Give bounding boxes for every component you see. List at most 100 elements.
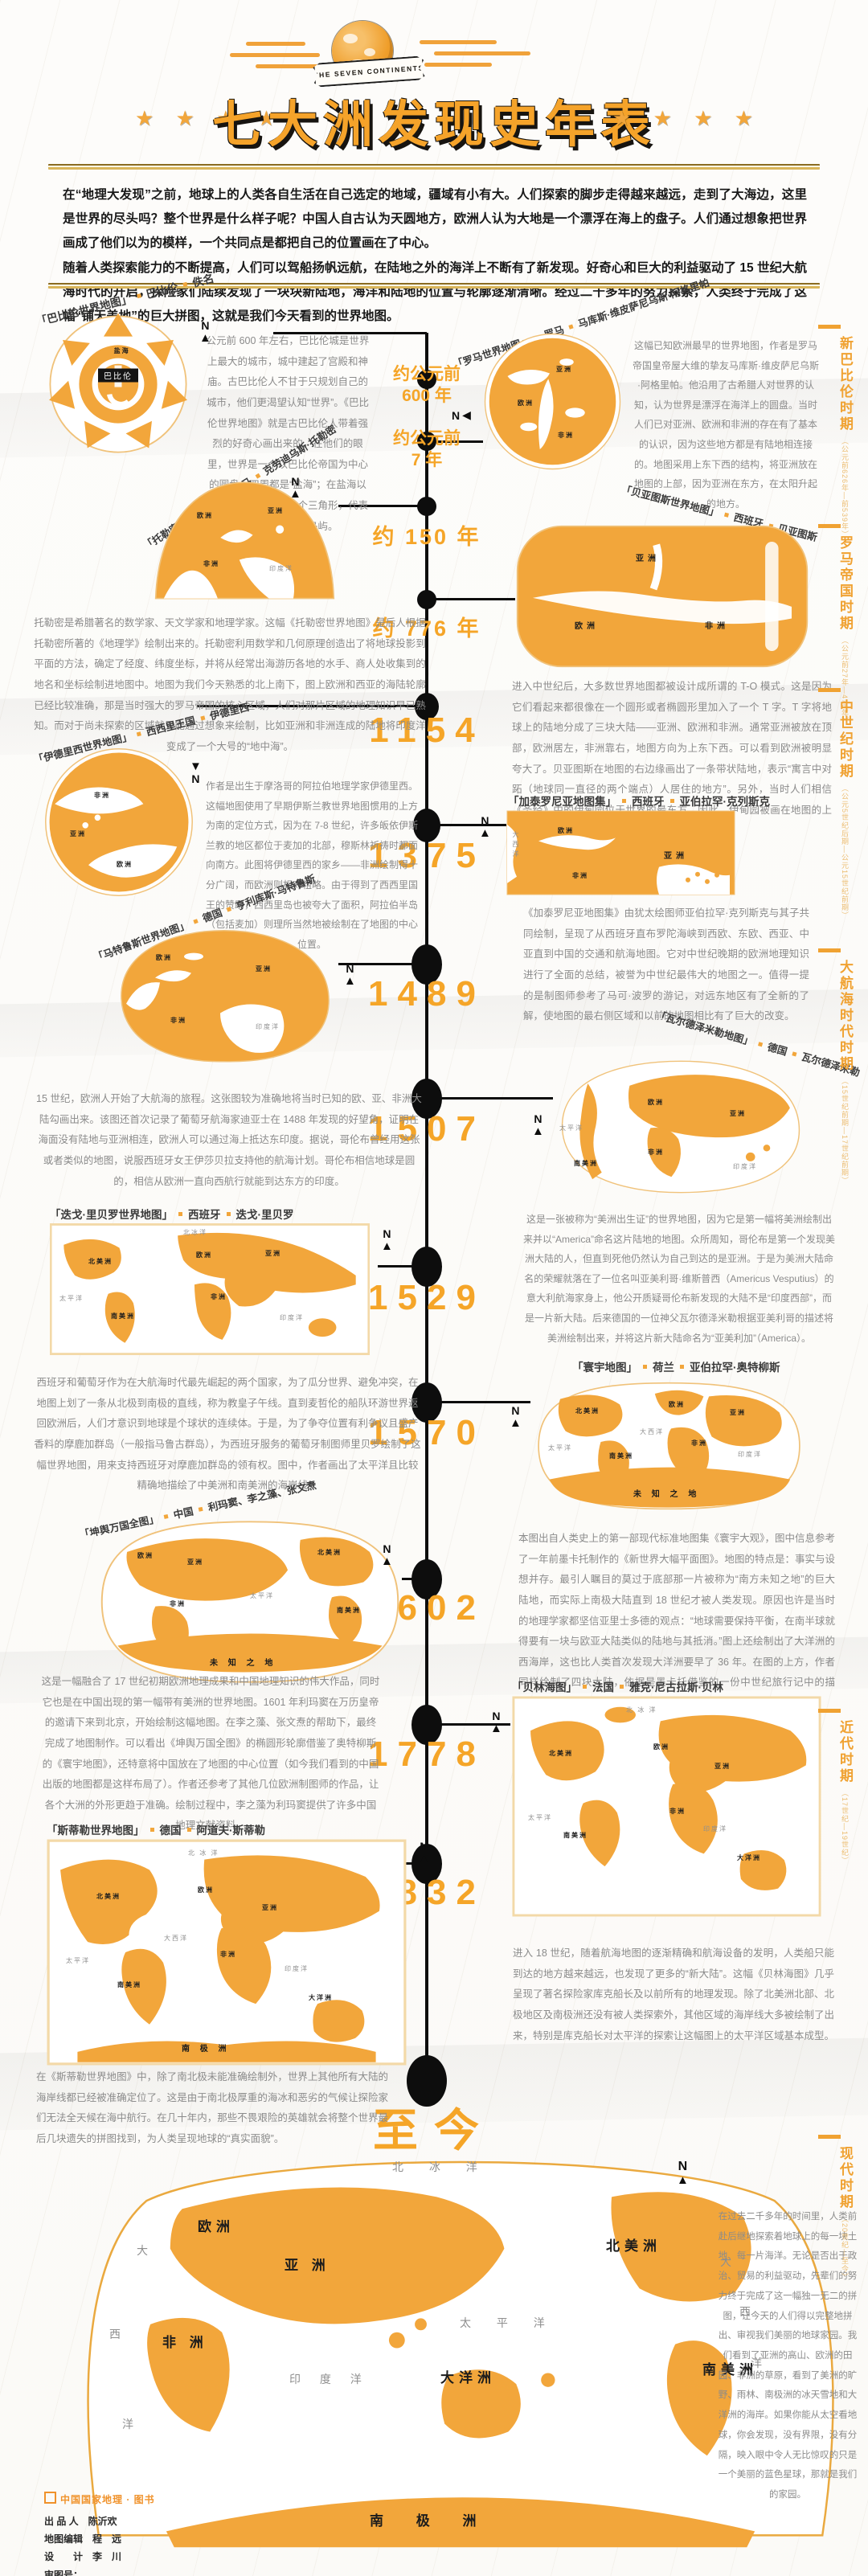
bullet-icon (136, 731, 141, 737)
era-bar (818, 1709, 841, 1713)
map-label: 南美洲 (337, 1607, 361, 1614)
map-label: 非洲 (691, 1440, 707, 1447)
bullet-icon (758, 1041, 764, 1047)
gold-rule-bottom (48, 283, 820, 289)
map-label: 南美洲 (574, 1160, 598, 1167)
date-1154: 1154 (369, 711, 485, 750)
map-ribero: 北冰洋 北美洲 欧洲 亚洲 非洲 南美洲 太平洋 印度洋 (50, 1223, 370, 1355)
map-label: 非洲 (572, 872, 588, 879)
map-label: 印度洋 (733, 1163, 757, 1170)
map-label: 欧洲 (575, 622, 599, 631)
map-label: 大洋洲 (440, 2370, 496, 2386)
speedline-icon (424, 63, 492, 67)
map-label: 亚洲 (714, 1763, 731, 1770)
map-label: 南美洲 (563, 1832, 588, 1839)
map-label: 未 知 之 地 (633, 1490, 701, 1499)
timeline-dot (417, 590, 436, 609)
compass-icon: N ▲ (532, 1112, 544, 1138)
timeline-connector (428, 1723, 510, 1726)
map-label: 欧洲 (653, 1743, 669, 1751)
map-label: 南 极 洲 (370, 2513, 491, 2529)
bullet-icon (680, 1365, 684, 1370)
map-label: 西 (109, 2328, 121, 2341)
era-bar (818, 2135, 841, 2139)
timeline-dot (411, 1844, 442, 1884)
page-title: 七大洲发现史年表 (211, 97, 656, 153)
era-label-neo-babylon: 新巴比伦时期（公元前626年—前539年） (837, 336, 853, 539)
map-babylon: 巴比伦 盐海 (46, 312, 190, 457)
map-label: 北美洲 (549, 1750, 573, 1757)
map-label: 南美洲 (111, 1313, 135, 1320)
map-label: 非 洲 (162, 2335, 208, 2350)
bullet-icon (620, 1685, 624, 1689)
map-label: 北冰洋 (183, 1229, 207, 1236)
section-text-idrisi: 作者是出生于摩洛哥的阿拉伯地理学家伊德里西。这幅地图使用了早期伊斯兰教世界地图惯… (205, 780, 418, 950)
era-label-roman-empire: 罗马帝国时期（公元前27年—476年） (837, 535, 853, 726)
map-label: 太 平 洋 (460, 2316, 556, 2329)
map-label: 印度洋 (703, 1825, 727, 1833)
compass-icon: N ▲ (344, 962, 356, 988)
map-label: 洋 (751, 2357, 762, 2369)
speedline-icon (230, 53, 320, 57)
map-label: 太平洋 (548, 1444, 572, 1452)
era-bar (818, 688, 841, 692)
compass-icon: ▼ N (190, 760, 202, 785)
publisher-logo: 中国国家地理 · 图书 (44, 2492, 155, 2506)
intro-text: 在“地理大发现”之前，地球上的人类各自生活在自己选定的地域，疆域有小有大。人们探… (63, 183, 807, 329)
map-label: 巴比伦 (98, 368, 138, 383)
map-label: 亚 洲 (285, 2258, 330, 2273)
era-bar (818, 325, 841, 329)
map-label: 欧洲 (197, 512, 213, 519)
map-label: 印度洋 (280, 1314, 304, 1321)
map-label: 南美洲 (702, 2362, 758, 2377)
compass-icon: N ▲ (199, 319, 211, 345)
era-label-age-of-discovery: 大航海时代时期（15世纪前期—17世纪前期） (837, 960, 853, 1186)
map-label: 亚洲 (268, 507, 284, 514)
timeline-dot (411, 1247, 442, 1287)
map-label: 未 知 之 地 (210, 1659, 277, 1668)
map-label: 北美洲 (317, 1549, 342, 1556)
map-stieler: 北 冰 洋 北美洲 欧洲 亚洲 非洲 南美洲 大洋洲 南 极 洲 太平洋 印度洋… (47, 1839, 407, 2066)
bullet-icon (226, 906, 232, 912)
map-label: 印度洋 (256, 1023, 280, 1030)
map-label: 太平洋 (250, 1592, 274, 1599)
bullet-icon (724, 512, 730, 518)
timeline-axis (425, 333, 428, 2082)
map-label: 欧洲 (669, 1401, 685, 1408)
compass-icon: N ▲ (677, 2160, 689, 2187)
timeline-connector (428, 440, 483, 443)
stars-right: ★ ★ ★ ★ (612, 106, 761, 130)
map-bellin: 北 冰 洋 北美洲 欧洲 亚洲 非洲 南美洲 大洋洲 太平洋 印度洋 (512, 1696, 821, 1917)
timeline-dot (411, 1559, 442, 1599)
map-idrisi: 非洲 亚洲 欧洲 (43, 746, 195, 899)
map-label: 太平洋 (59, 1295, 84, 1302)
credit-line: 审图号： (44, 2569, 84, 2576)
date-1570: 1570 (368, 1413, 485, 1452)
map-roman: 亚洲 欧洲 非洲 (482, 331, 623, 472)
banner-text: THE SEVEN CONTINENTS (313, 63, 425, 80)
credit-line: 地图编辑 程 远 (44, 2533, 122, 2545)
date-7bc: 约公元前 7 年 (393, 429, 461, 470)
date-1778: 1778 (368, 1734, 485, 1774)
bullet-icon (568, 324, 574, 330)
timeline-dot (413, 809, 440, 842)
era-bar (818, 948, 841, 952)
map-label: 亚洲 (70, 830, 86, 838)
map-label: 大洋洲 (309, 1994, 333, 2001)
timeline-connector (338, 505, 427, 507)
map-label: 印 度 洋 (289, 2373, 370, 2386)
compass-icon: N ▲ (490, 1710, 502, 1735)
map-label: 欧洲 (156, 954, 172, 961)
map-label: 非洲 (558, 432, 574, 439)
map-modern: 北 冰 洋 欧洲 亚 洲 北美洲 非 洲 印 度 洋 大洋洲 太 平 洋 南美洲… (79, 2141, 842, 2563)
map-label: 北 冰 洋 (188, 1849, 219, 1857)
compass-icon: N ▲ (381, 1227, 393, 1253)
timeline-dot (411, 1382, 442, 1423)
map-ricci: 欧洲 亚洲 北美洲 非洲 南美洲 未 知 之 地 太平洋 (92, 1513, 407, 1691)
map-label: 北 冰 洋 (392, 2160, 489, 2173)
section-text-wald: 这是一张被称为“美洲出生证”的世界地图，因为它是第一幅将美洲绘制出来并以“Ame… (523, 1214, 836, 1344)
map-label: 盐海 (113, 347, 130, 355)
timeline-connector (273, 332, 427, 334)
map-beatus: 亚洲 欧洲 非洲 (515, 524, 809, 669)
timeline-dot (417, 370, 436, 389)
